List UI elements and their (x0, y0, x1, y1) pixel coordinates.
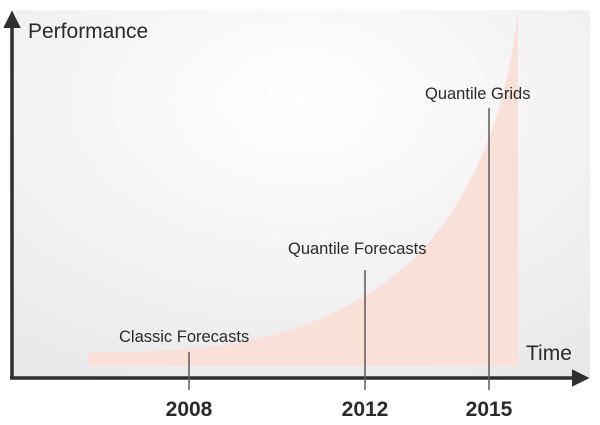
y-axis-title: Performance (28, 20, 148, 43)
milestone-label-classic-forecasts: Classic Forecasts (119, 328, 249, 346)
growth-curve-area (88, 12, 518, 366)
year-label-2008: 2008 (166, 398, 213, 421)
year-label-2012: 2012 (342, 398, 389, 421)
x-axis-title: Time (526, 342, 572, 365)
year-label-2015: 2015 (466, 398, 513, 421)
milestone-label-quantile-grids: Quantile Grids (425, 85, 530, 103)
milestone-label-quantile-forecasts: Quantile Forecasts (288, 240, 426, 258)
